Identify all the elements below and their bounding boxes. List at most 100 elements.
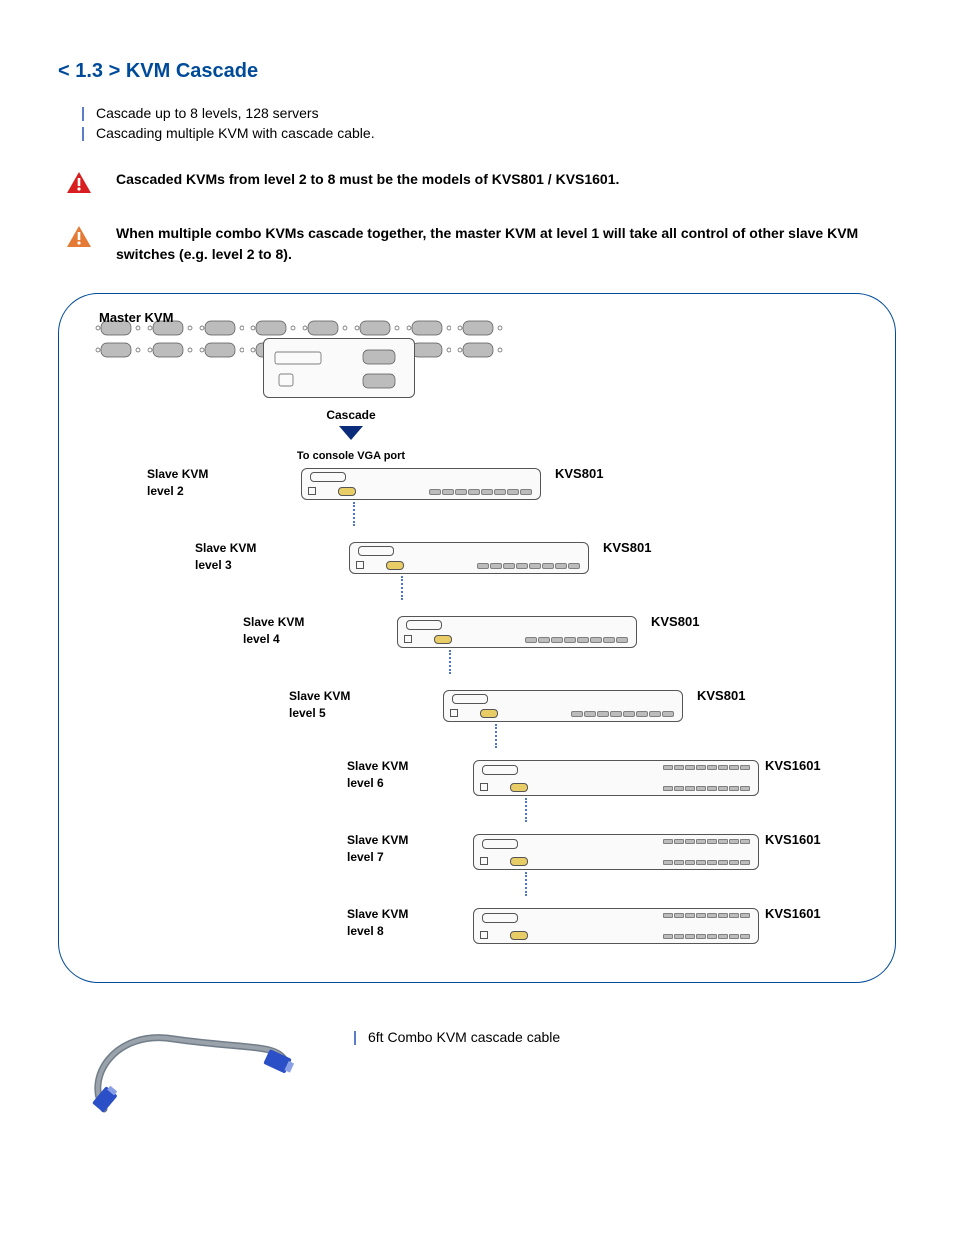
port <box>663 860 673 865</box>
port <box>685 913 695 918</box>
slave-model-label: KVS801 <box>651 614 699 629</box>
slave-kvm-device <box>443 690 683 722</box>
master-kvm-label: Master KVM <box>99 310 173 325</box>
port <box>597 711 609 717</box>
master-kvm-left-panel <box>263 338 415 398</box>
warning-icon <box>66 225 92 249</box>
cascade-connector <box>525 872 527 896</box>
warning-icon <box>66 171 92 195</box>
slave-kvm-device <box>473 760 759 796</box>
port <box>718 934 728 939</box>
bullet-dash-icon <box>82 107 84 121</box>
kvm-port <box>457 340 503 362</box>
port <box>707 786 717 791</box>
port <box>718 839 728 844</box>
slave-level-label: Slave KVMlevel 8 <box>347 906 408 940</box>
slave-model-label: KVS1601 <box>765 906 821 921</box>
port <box>674 913 684 918</box>
port <box>663 765 673 770</box>
port <box>707 934 717 939</box>
notice-text: Cascaded KVMs from level 2 to 8 must be … <box>116 169 619 190</box>
cable-caption: 6ft Combo KVM cascade cable <box>368 1029 560 1045</box>
port <box>429 489 441 495</box>
port <box>507 489 519 495</box>
cascade-connector <box>525 798 527 822</box>
port <box>663 934 673 939</box>
port <box>740 913 750 918</box>
port <box>718 765 728 770</box>
port <box>740 765 750 770</box>
port <box>729 839 739 844</box>
port <box>740 860 750 865</box>
slave-level-label: Slave KVMlevel 6 <box>347 758 408 792</box>
port <box>707 765 717 770</box>
cascade-label: Cascade <box>291 408 411 422</box>
port <box>696 934 706 939</box>
slave-model-label: KVS1601 <box>765 832 821 847</box>
port <box>494 489 506 495</box>
port <box>696 765 706 770</box>
cascade-connector <box>495 724 497 748</box>
port <box>503 563 515 569</box>
port <box>538 637 550 643</box>
kvm-port <box>406 318 452 340</box>
port <box>649 711 661 717</box>
port <box>477 563 489 569</box>
port <box>674 839 684 844</box>
slave-kvm-device <box>397 616 637 648</box>
port <box>718 913 728 918</box>
port <box>729 765 739 770</box>
port <box>663 839 673 844</box>
kvm-port <box>199 318 245 340</box>
slave-model-label: KVS1601 <box>765 758 821 773</box>
port <box>663 913 673 918</box>
slave-kvm-device <box>301 468 541 500</box>
cascade-connector <box>449 650 451 674</box>
port <box>610 711 622 717</box>
port <box>696 786 706 791</box>
port <box>662 711 674 717</box>
port <box>718 860 728 865</box>
port <box>685 786 695 791</box>
port <box>674 786 684 791</box>
port <box>707 913 717 918</box>
bullet-text: Cascading multiple KVM with cascade cabl… <box>96 125 375 141</box>
port <box>685 765 695 770</box>
port <box>663 786 673 791</box>
slave-model-label: KVS801 <box>697 688 745 703</box>
port <box>616 637 628 643</box>
port <box>729 913 739 918</box>
port <box>590 637 602 643</box>
slave-level-label: Slave KVMlevel 3 <box>195 540 256 574</box>
kvm-port <box>457 318 503 340</box>
bullet-dash-icon <box>354 1031 356 1045</box>
port <box>740 786 750 791</box>
port <box>542 563 554 569</box>
port <box>529 563 541 569</box>
port <box>490 563 502 569</box>
cascade-connector <box>353 502 355 526</box>
port <box>516 563 528 569</box>
port <box>623 711 635 717</box>
port <box>729 786 739 791</box>
port <box>520 489 532 495</box>
port <box>674 860 684 865</box>
kvm-port <box>250 318 296 340</box>
port <box>696 860 706 865</box>
slave-level-label: Slave KVMlevel 7 <box>347 832 408 866</box>
port <box>455 489 467 495</box>
port <box>685 934 695 939</box>
port <box>564 637 576 643</box>
bullet-list: Cascade up to 8 levels, 128 serversCasca… <box>82 105 896 141</box>
port <box>555 563 567 569</box>
section-title: < 1.3 > KVM Cascade <box>58 60 896 83</box>
port <box>674 765 684 770</box>
kvm-port <box>354 318 400 340</box>
cable-image <box>74 1019 294 1129</box>
slave-kvm-device <box>349 542 589 574</box>
port <box>718 786 728 791</box>
kvm-port <box>95 340 141 362</box>
slave-model-label: KVS801 <box>603 540 651 555</box>
port <box>636 711 648 717</box>
port <box>685 839 695 844</box>
